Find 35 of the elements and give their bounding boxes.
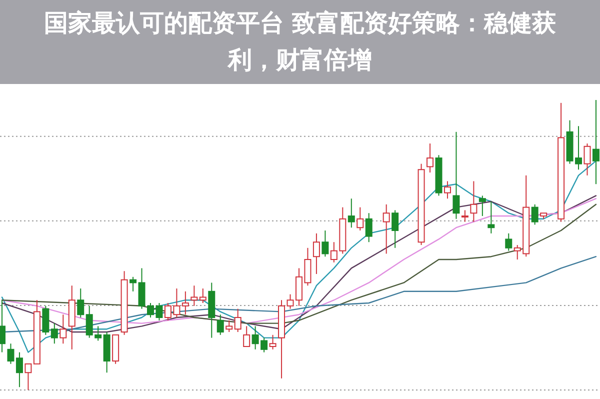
candlestick [444, 180, 451, 200]
candlestick [243, 326, 250, 347]
candlestick [77, 288, 84, 318]
candlestick [130, 276, 137, 292]
candlestick [505, 232, 512, 252]
candlestick [312, 232, 320, 274]
candlestick [24, 363, 32, 390]
candlestick [42, 305, 50, 336]
candlestick [461, 210, 468, 222]
candlestick [348, 198, 355, 228]
candlestick [356, 206, 364, 231]
candlestick [426, 143, 434, 173]
candlestick [269, 334, 276, 350]
candlestick [470, 180, 478, 222]
candlestick [60, 314, 67, 344]
candlestick [592, 100, 600, 185]
candlestick [392, 210, 399, 248]
candlestick [322, 230, 329, 258]
candlestick [584, 143, 591, 176]
candlestick [452, 131, 460, 220]
candlestick [50, 322, 58, 344]
candlestick [488, 201, 495, 234]
candlestick [182, 290, 189, 316]
candlestick [190, 285, 198, 306]
candlestick [216, 314, 224, 336]
candlestick [16, 352, 23, 388]
candlestick [7, 343, 14, 364]
candlestick [234, 308, 242, 332]
candlestick [199, 288, 206, 304]
candlestick [226, 320, 233, 332]
candlestick [382, 204, 390, 254]
candlestick [531, 204, 538, 226]
candlestick [365, 212, 372, 243]
chart-title: 国家最认可的配资平台 致富配资好策略：稳健获利，财富倍增 [42, 8, 558, 76]
candlestick [478, 195, 486, 216]
